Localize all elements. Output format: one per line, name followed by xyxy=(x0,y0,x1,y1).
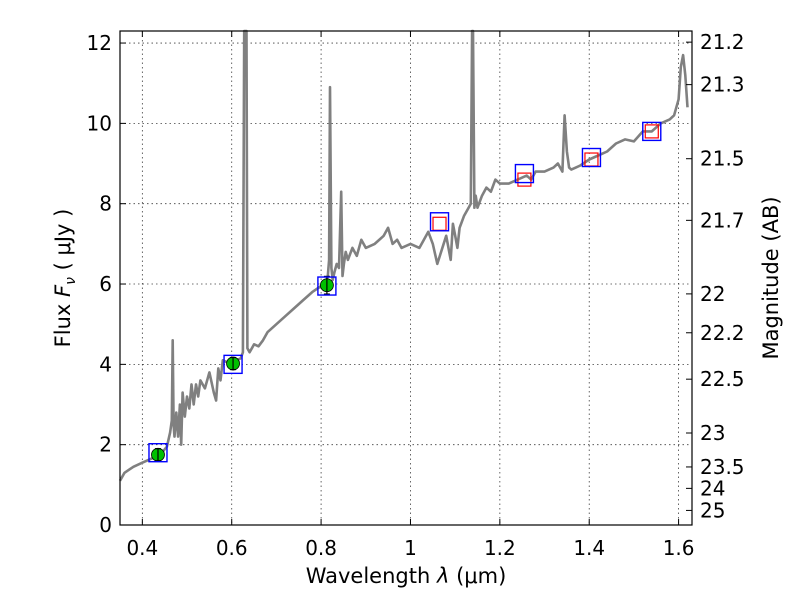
magnitude-tick-label: 22.2 xyxy=(700,321,745,345)
magnitude-tick-label: 21.3 xyxy=(700,73,745,97)
magnitude-tick-label: 21.2 xyxy=(700,30,745,54)
magnitude-tick-label: 21.7 xyxy=(700,208,745,232)
model-marker xyxy=(223,354,243,375)
magnitude-tick-label: 23 xyxy=(700,421,725,445)
y-tick-label: 6 xyxy=(99,272,112,296)
x-tick-label: 0.6 xyxy=(216,536,248,560)
model-marker xyxy=(317,276,337,296)
y-tick-label: 8 xyxy=(99,192,112,216)
magnitude-tick-label: 22 xyxy=(700,282,725,306)
photometry-layer xyxy=(148,121,662,463)
y-tick-label: 0 xyxy=(99,513,112,537)
y-tick-label: 2 xyxy=(99,433,112,457)
upper-estimate-marker xyxy=(517,172,532,187)
y-tick-label: 10 xyxy=(87,111,112,135)
spectrum-layer xyxy=(118,29,689,482)
magnitude-tick-label: 23.5 xyxy=(700,455,745,479)
grid-lines xyxy=(120,31,692,526)
model-marker xyxy=(429,212,450,232)
x-tick-label: 0.8 xyxy=(305,536,337,560)
x-tick-label: 0.4 xyxy=(126,536,158,560)
magnitude-tick-label: 25 xyxy=(700,498,725,522)
magnitude-tick-label: 22.5 xyxy=(700,367,745,391)
magnitude-tick-label: 24 xyxy=(700,476,725,500)
model-marker xyxy=(642,121,662,142)
y-tick-label: 4 xyxy=(99,352,112,376)
model-marker xyxy=(514,163,535,184)
x-axis-label: Wavelength λ (μm) xyxy=(306,564,507,588)
magnitude-axis-label: Magnitude (AB) xyxy=(759,196,783,359)
x-tick-label: 1.2 xyxy=(484,536,516,560)
model-marker xyxy=(148,443,168,463)
x-tick-label: 1.4 xyxy=(573,536,605,560)
y-tick-label: 12 xyxy=(87,31,112,55)
magnitude-tick-label: 21.5 xyxy=(700,147,745,171)
y-axis-label: Flux Fν ( μJy ) xyxy=(51,209,79,348)
plot-frame xyxy=(119,30,693,526)
spectrum-line xyxy=(118,29,689,482)
x-tick-label: 1.6 xyxy=(663,536,695,560)
x-tick-label: 1 xyxy=(404,536,417,560)
upper-estimate-marker xyxy=(644,124,659,139)
model-marker xyxy=(581,147,602,168)
upper-estimate-marker xyxy=(432,216,447,231)
